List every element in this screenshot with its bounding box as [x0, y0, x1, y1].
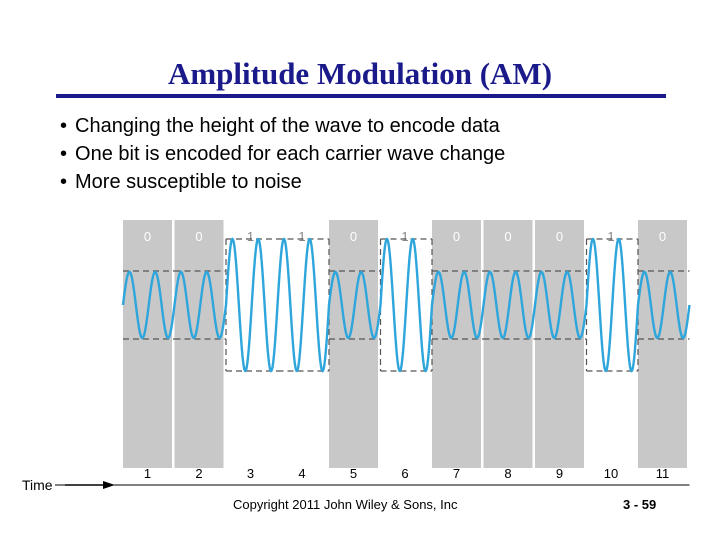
time-tick-label: 2 — [195, 466, 202, 481]
zero-bit-band — [432, 220, 481, 468]
time-tick-label: 1 — [144, 466, 151, 481]
time-tick-label: 5 — [350, 466, 357, 481]
page-number: 3 - 59 — [623, 497, 657, 512]
am-carrier-wave — [121, 237, 691, 373]
time-tick-label: 6 — [401, 466, 408, 481]
bullet-item: • Changing the height of the wave to enco… — [60, 112, 505, 140]
time-tick-label: 11 — [656, 466, 670, 481]
zero-bit-band — [483, 220, 533, 468]
time-tick-label: 3 — [247, 466, 254, 481]
bit-label: 1 — [401, 229, 408, 244]
bit-label: 0 — [195, 229, 202, 244]
bit-label: 1 — [247, 229, 254, 244]
time-tick-label: 4 — [298, 466, 305, 481]
bit-label: 0 — [144, 229, 151, 244]
time-tick-label: 9 — [556, 466, 563, 481]
zero-bit-band — [329, 220, 378, 468]
bullet-glyph: • — [60, 143, 68, 165]
bullet-text: Changing the height of the wave to encod… — [75, 115, 500, 137]
bit-label: 0 — [556, 229, 563, 244]
bit-label: 0 — [453, 229, 460, 244]
title-underline — [56, 94, 666, 98]
bullet-text: One bit is encoded for each carrier wave… — [75, 143, 506, 165]
slide-title: Amplitude Modulation (AM) — [167, 56, 553, 91]
bullet-list: • Changing the height of the wave to enco… — [60, 112, 505, 196]
time-tick-label: 7 — [453, 466, 460, 481]
bit-label: 0 — [659, 229, 666, 244]
bullet-item: • More susceptible to noise — [60, 168, 505, 196]
footer-copyright: Copyright 2011 John Wiley & Sons, Inc — [233, 497, 458, 512]
bullet-text: More susceptible to noise — [75, 171, 302, 193]
bullet-item: • One bit is encoded for each carrier wav… — [60, 140, 505, 168]
bit-label: 1 — [298, 229, 305, 244]
time-tick-label: 8 — [504, 466, 511, 481]
zero-bit-band — [174, 220, 224, 468]
bit-label: 0 — [504, 229, 511, 244]
bullet-glyph: • — [60, 115, 68, 137]
bit-label: 1 — [607, 229, 614, 244]
time-tick-label: 10 — [604, 466, 618, 481]
zero-bit-band — [123, 220, 172, 468]
zero-bit-band — [535, 220, 584, 468]
time-label: Time — [22, 477, 53, 493]
bit-label: 0 — [350, 229, 357, 244]
bullet-glyph: • — [60, 171, 68, 193]
zero-bit-band — [638, 220, 687, 468]
